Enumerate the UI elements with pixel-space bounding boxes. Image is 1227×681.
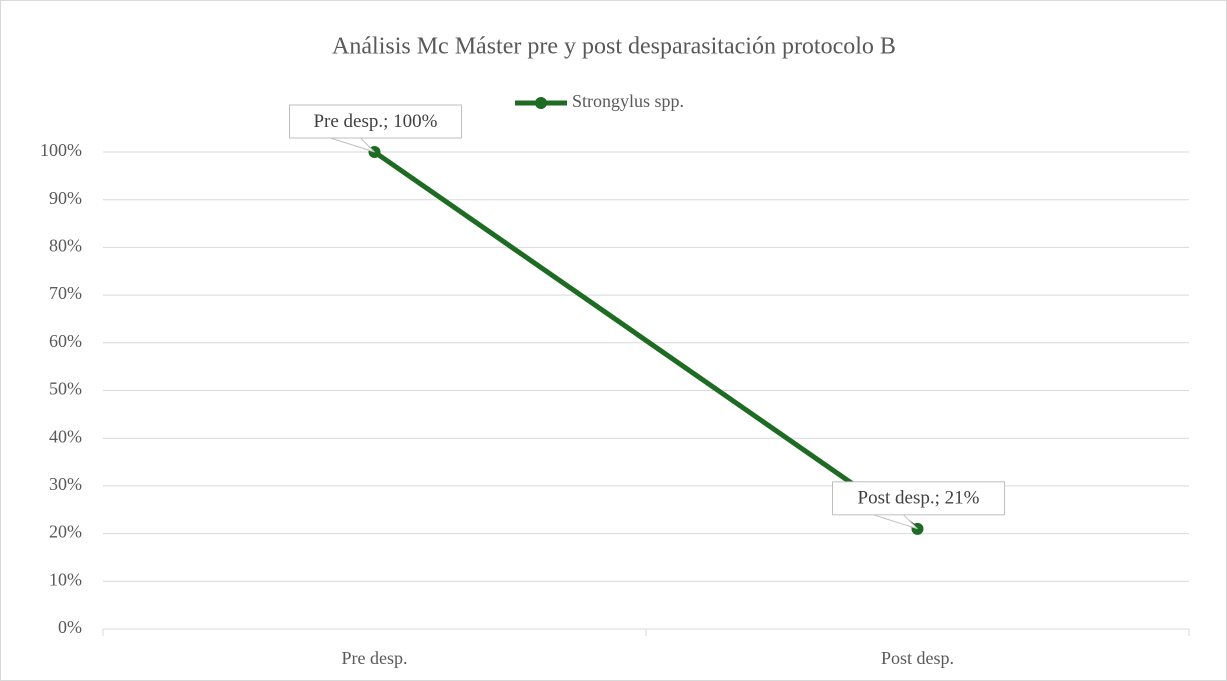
- y-tick-label: 50%: [49, 379, 82, 399]
- label-callout: [873, 514, 918, 530]
- y-tick-label: 90%: [49, 188, 82, 208]
- label-callout: [330, 137, 375, 153]
- x-tick-label: Pre desp.: [342, 648, 408, 668]
- label-box: [832, 481, 1005, 516]
- y-tick-label: 10%: [49, 569, 82, 589]
- y-tick-label: 60%: [49, 331, 82, 351]
- y-tick-label: 80%: [49, 236, 82, 256]
- legend-label: Strongylus spp.: [572, 91, 684, 111]
- label-box: [289, 104, 462, 139]
- y-tick-label: 40%: [49, 426, 82, 446]
- y-tick-label: 70%: [49, 283, 82, 303]
- data-label: Post desp.; 21%: [858, 488, 980, 509]
- data-label: Pre desp.; 100%: [313, 111, 437, 132]
- legend-marker: [535, 97, 547, 109]
- series-line: [373, 149, 919, 531]
- y-tick-label: 20%: [49, 522, 82, 542]
- chart-title: Análisis Mc Máster pre y post desparasit…: [332, 34, 896, 60]
- x-tick-label: Post desp.: [881, 648, 954, 668]
- y-tick-label: 100%: [40, 140, 82, 160]
- y-tick-label: 0%: [58, 617, 82, 637]
- y-tick-label: 30%: [49, 474, 82, 494]
